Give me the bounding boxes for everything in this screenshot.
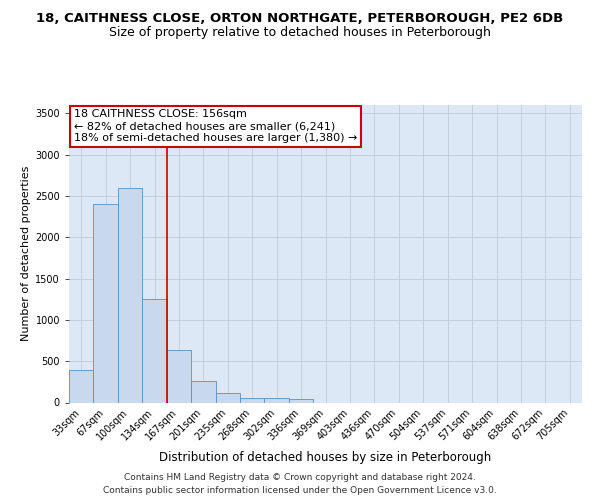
Bar bbox=[191, 381, 215, 402]
Text: Size of property relative to detached houses in Peterborough: Size of property relative to detached ho… bbox=[109, 26, 491, 39]
Bar bbox=[118, 188, 142, 402]
Text: 18 CAITHNESS CLOSE: 156sqm
← 82% of detached houses are smaller (6,241)
18% of s: 18 CAITHNESS CLOSE: 156sqm ← 82% of deta… bbox=[74, 110, 358, 142]
Bar bbox=[289, 399, 313, 402]
Bar bbox=[94, 204, 118, 402]
Bar bbox=[69, 370, 94, 402]
Bar bbox=[240, 398, 265, 402]
Bar bbox=[215, 394, 240, 402]
Text: 18, CAITHNESS CLOSE, ORTON NORTHGATE, PETERBOROUGH, PE2 6DB: 18, CAITHNESS CLOSE, ORTON NORTHGATE, PE… bbox=[37, 12, 563, 26]
Bar bbox=[167, 350, 191, 403]
Text: Contains HM Land Registry data © Crown copyright and database right 2024.: Contains HM Land Registry data © Crown c… bbox=[124, 472, 476, 482]
Bar bbox=[142, 299, 167, 403]
X-axis label: Distribution of detached houses by size in Peterborough: Distribution of detached houses by size … bbox=[160, 450, 491, 464]
Y-axis label: Number of detached properties: Number of detached properties bbox=[21, 166, 31, 342]
Bar bbox=[265, 398, 289, 402]
Text: Contains public sector information licensed under the Open Government Licence v3: Contains public sector information licen… bbox=[103, 486, 497, 495]
